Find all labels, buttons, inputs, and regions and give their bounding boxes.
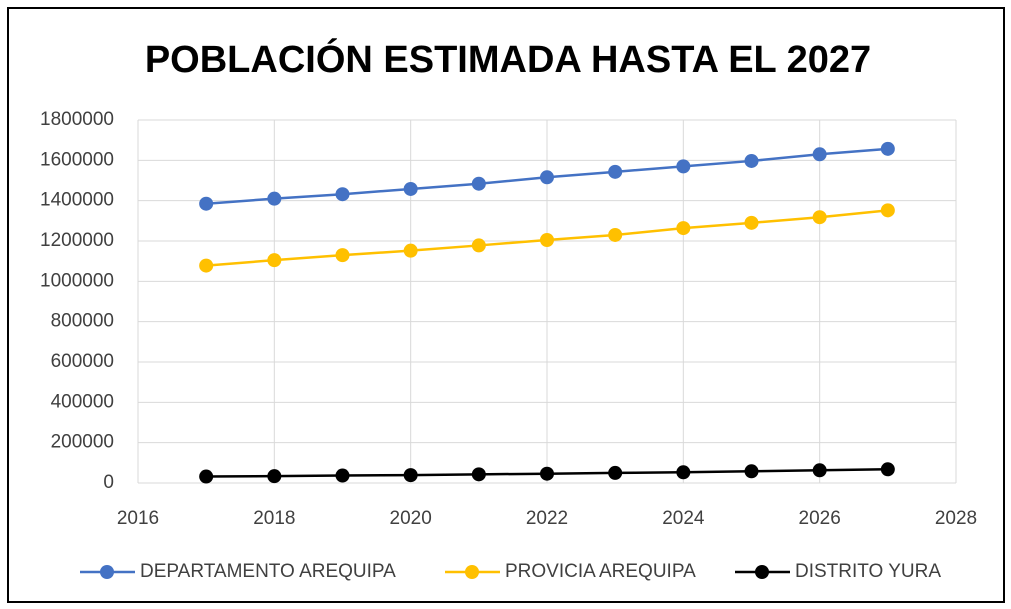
y-tick-label: 800000 xyxy=(51,311,114,332)
y-tick-label: 0 xyxy=(103,472,114,493)
legend-label: DISTRITO YURA xyxy=(795,561,941,582)
x-tick-label: 2022 xyxy=(526,508,568,529)
point xyxy=(812,463,827,478)
point xyxy=(812,210,827,225)
point xyxy=(403,181,418,196)
point xyxy=(540,170,554,185)
chart-frame xyxy=(7,7,1005,603)
point xyxy=(608,227,623,242)
x-tick-label: 2024 xyxy=(662,508,705,529)
point xyxy=(471,238,486,253)
y-tick-label: 1800000 xyxy=(40,109,114,130)
y-tick-label: 400000 xyxy=(51,391,114,412)
point xyxy=(403,468,418,483)
y-tick-label: 1000000 xyxy=(40,270,114,291)
y-tick-label: 1600000 xyxy=(40,149,114,170)
point xyxy=(676,221,691,236)
x-tick-label: 2026 xyxy=(799,508,841,529)
point xyxy=(267,469,282,484)
point xyxy=(812,147,827,162)
point xyxy=(403,243,418,258)
point xyxy=(608,164,623,179)
point xyxy=(676,465,691,480)
point xyxy=(471,176,486,191)
legend-marker xyxy=(100,565,114,579)
chart-title: POBLACIÓN ESTIMADA HASTA EL 2027 xyxy=(145,37,871,81)
point xyxy=(471,467,486,482)
y-tick-label: 1200000 xyxy=(40,230,114,251)
x-tick-label: 2016 xyxy=(117,508,159,529)
point xyxy=(540,232,554,247)
point xyxy=(335,248,350,263)
y-tick-label: 600000 xyxy=(51,351,114,372)
point xyxy=(540,466,554,481)
point xyxy=(744,464,759,479)
x-tick-label: 2020 xyxy=(390,508,432,529)
point xyxy=(608,465,623,480)
point xyxy=(335,468,350,483)
point xyxy=(744,215,759,230)
point xyxy=(199,196,214,211)
y-tick-label: 200000 xyxy=(51,432,114,453)
legend-marker xyxy=(465,565,479,579)
point xyxy=(880,462,895,477)
point xyxy=(744,153,759,168)
point xyxy=(267,191,282,206)
point xyxy=(676,159,691,174)
legend-marker xyxy=(755,565,769,579)
point xyxy=(335,187,350,202)
legend-label: PROVICIA AREQUIPA xyxy=(505,561,696,582)
y-tick-label: 1400000 xyxy=(40,190,114,211)
x-tick-label: 2028 xyxy=(935,508,977,529)
point xyxy=(880,203,895,218)
x-tick-label: 2018 xyxy=(253,508,295,529)
point xyxy=(199,258,214,273)
point xyxy=(267,253,282,268)
point xyxy=(880,141,895,156)
point xyxy=(199,469,214,484)
legend-label: DEPARTAMENTO AREQUIPA xyxy=(140,561,396,582)
